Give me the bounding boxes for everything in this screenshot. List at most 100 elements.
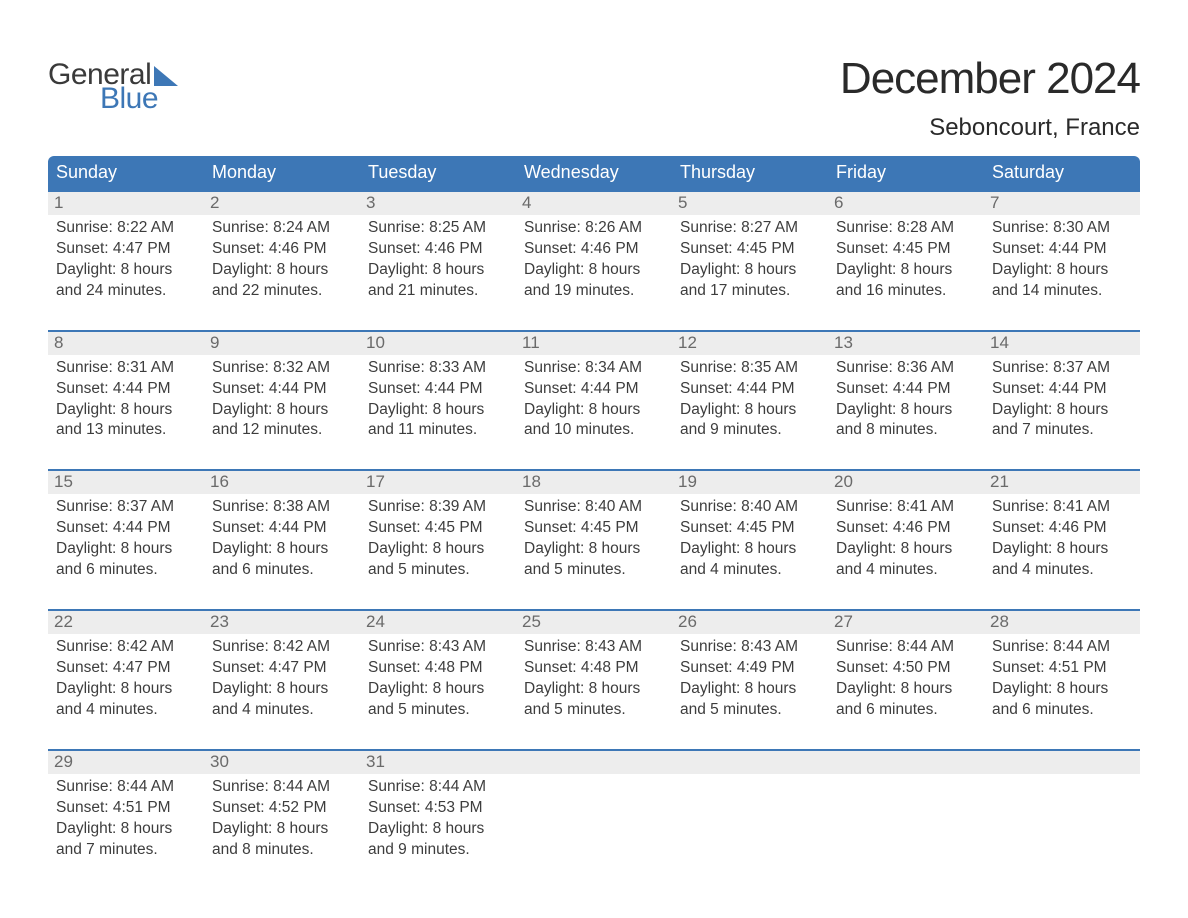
calendar-week: 22232425262728Sunrise: 8:42 AMSunset: 4:… (48, 609, 1140, 731)
day-details: Sunrise: 8:43 AMSunset: 4:48 PMDaylight:… (366, 634, 510, 731)
day-details: Sunrise: 8:31 AMSunset: 4:44 PMDaylight:… (54, 355, 198, 452)
calendar-day-cell: Sunrise: 8:28 AMSunset: 4:45 PMDaylight:… (828, 215, 984, 312)
daylight-line: Daylight: 8 hours and 6 minutes. (56, 539, 196, 581)
sunset-line: Sunset: 4:44 PM (212, 379, 352, 400)
sunset-line: Sunset: 4:45 PM (836, 239, 976, 260)
daylight-line: Daylight: 8 hours and 4 minutes. (56, 679, 196, 721)
calendar-day-cell: Sunrise: 8:32 AMSunset: 4:44 PMDaylight:… (204, 355, 360, 452)
daylight-line: Daylight: 8 hours and 22 minutes. (212, 260, 352, 302)
calendar-week: 15161718192021Sunrise: 8:37 AMSunset: 4:… (48, 469, 1140, 591)
daylight-line: Daylight: 8 hours and 13 minutes. (56, 400, 196, 442)
daylight-line: Daylight: 8 hours and 5 minutes. (680, 679, 820, 721)
sunrise-line: Sunrise: 8:43 AM (680, 637, 820, 658)
calendar-day-cell (828, 774, 984, 871)
day-details: Sunrise: 8:34 AMSunset: 4:44 PMDaylight:… (522, 355, 666, 452)
sunrise-line: Sunrise: 8:38 AM (212, 497, 352, 518)
weekday-header: Sunday (48, 156, 204, 190)
calendar-day-cell: Sunrise: 8:30 AMSunset: 4:44 PMDaylight:… (984, 215, 1140, 312)
calendar-week: 1234567Sunrise: 8:22 AMSunset: 4:47 PMDa… (48, 190, 1140, 312)
sunrise-line: Sunrise: 8:22 AM (56, 218, 196, 239)
sunrise-line: Sunrise: 8:34 AM (524, 358, 664, 379)
daylight-line: Daylight: 8 hours and 14 minutes. (992, 260, 1132, 302)
day-details: Sunrise: 8:39 AMSunset: 4:45 PMDaylight:… (366, 494, 510, 591)
daylight-line: Daylight: 8 hours and 4 minutes. (212, 679, 352, 721)
day-details: Sunrise: 8:41 AMSunset: 4:46 PMDaylight:… (834, 494, 978, 591)
sunset-line: Sunset: 4:45 PM (368, 518, 508, 539)
sunrise-line: Sunrise: 8:44 AM (836, 637, 976, 658)
sunrise-line: Sunrise: 8:33 AM (368, 358, 508, 379)
day-number: 3 (360, 192, 516, 215)
day-number-bar: 293031 (48, 749, 1140, 774)
sunrise-line: Sunrise: 8:35 AM (680, 358, 820, 379)
calendar-day-cell: Sunrise: 8:31 AMSunset: 4:44 PMDaylight:… (48, 355, 204, 452)
calendar-day-cell: Sunrise: 8:43 AMSunset: 4:48 PMDaylight:… (360, 634, 516, 731)
calendar-day-cell: Sunrise: 8:37 AMSunset: 4:44 PMDaylight:… (48, 494, 204, 591)
sunrise-line: Sunrise: 8:37 AM (992, 358, 1132, 379)
day-details: Sunrise: 8:41 AMSunset: 4:46 PMDaylight:… (990, 494, 1134, 591)
weekday-header: Saturday (984, 156, 1140, 190)
calendar-table: SundayMondayTuesdayWednesdayThursdayFrid… (48, 156, 1140, 870)
day-number: 16 (204, 471, 360, 494)
day-number: 13 (828, 332, 984, 355)
daylight-line: Daylight: 8 hours and 9 minutes. (368, 819, 508, 861)
day-number: 5 (672, 192, 828, 215)
calendar-day-cell: Sunrise: 8:42 AMSunset: 4:47 PMDaylight:… (204, 634, 360, 731)
calendar-day-cell: Sunrise: 8:26 AMSunset: 4:46 PMDaylight:… (516, 215, 672, 312)
daylight-line: Daylight: 8 hours and 6 minutes. (992, 679, 1132, 721)
daylight-line: Daylight: 8 hours and 6 minutes. (212, 539, 352, 581)
sunrise-line: Sunrise: 8:44 AM (992, 637, 1132, 658)
day-number: 9 (204, 332, 360, 355)
daylight-line: Daylight: 8 hours and 10 minutes. (524, 400, 664, 442)
sunset-line: Sunset: 4:44 PM (836, 379, 976, 400)
sunset-line: Sunset: 4:44 PM (992, 239, 1132, 260)
day-number: 6 (828, 192, 984, 215)
calendar-day-cell: Sunrise: 8:43 AMSunset: 4:48 PMDaylight:… (516, 634, 672, 731)
day-number: 8 (48, 332, 204, 355)
daylight-line: Daylight: 8 hours and 19 minutes. (524, 260, 664, 302)
sunrise-line: Sunrise: 8:27 AM (680, 218, 820, 239)
daylight-line: Daylight: 8 hours and 16 minutes. (836, 260, 976, 302)
sunset-line: Sunset: 4:51 PM (56, 798, 196, 819)
day-details: Sunrise: 8:40 AMSunset: 4:45 PMDaylight:… (678, 494, 822, 591)
sunrise-line: Sunrise: 8:44 AM (368, 777, 508, 798)
calendar-day-cell: Sunrise: 8:39 AMSunset: 4:45 PMDaylight:… (360, 494, 516, 591)
week-body-row: Sunrise: 8:22 AMSunset: 4:47 PMDaylight:… (48, 215, 1140, 312)
daylight-line: Daylight: 8 hours and 4 minutes. (680, 539, 820, 581)
calendar-day-cell: Sunrise: 8:42 AMSunset: 4:47 PMDaylight:… (48, 634, 204, 731)
sunset-line: Sunset: 4:53 PM (368, 798, 508, 819)
weekday-header: Tuesday (360, 156, 516, 190)
calendar-day-cell: Sunrise: 8:25 AMSunset: 4:46 PMDaylight:… (360, 215, 516, 312)
sunset-line: Sunset: 4:45 PM (680, 518, 820, 539)
day-details: Sunrise: 8:33 AMSunset: 4:44 PMDaylight:… (366, 355, 510, 452)
daylight-line: Daylight: 8 hours and 8 minutes. (836, 400, 976, 442)
sunset-line: Sunset: 4:46 PM (524, 239, 664, 260)
day-number: 18 (516, 471, 672, 494)
page-title: December 2024 (840, 54, 1140, 104)
calendar-day-cell (984, 774, 1140, 871)
day-details: Sunrise: 8:35 AMSunset: 4:44 PMDaylight:… (678, 355, 822, 452)
day-number (516, 751, 672, 774)
sunrise-line: Sunrise: 8:28 AM (836, 218, 976, 239)
week-body-row: Sunrise: 8:44 AM Sunset: 4:51 PM Daylight:… (48, 774, 1140, 871)
sunrise-line: Sunrise: 8:25 AM (368, 218, 508, 239)
calendar-day-cell: Sunrise: 8:41 AMSunset: 4:46 PMDaylight:… (984, 494, 1140, 591)
day-number: 21 (984, 471, 1140, 494)
logo-word-blue: Blue (100, 84, 178, 114)
day-details: Sunrise: 8:38 AMSunset: 4:44 PMDaylight:… (210, 494, 354, 591)
sunrise-line: Sunrise: 8:40 AM (680, 497, 820, 518)
calendar-day-cell: Sunrise: 8:44 AMSunset: 4:50 PMDaylight:… (828, 634, 984, 731)
sunrise-line: Sunrise: 8:42 AM (56, 637, 196, 658)
sunset-line: Sunset: 4:44 PM (56, 379, 196, 400)
sunrise-line: Sunrise: 8:32 AM (212, 358, 352, 379)
day-details: Sunrise: 8:42 AMSunset: 4:47 PMDaylight:… (210, 634, 354, 731)
day-details: Sunrise: 8:22 AMSunset: 4:47 PMDaylight:… (54, 215, 198, 312)
day-details: Sunrise: 8:43 AMSunset: 4:48 PMDaylight:… (522, 634, 666, 731)
calendar-day-cell: Sunrise: 8:35 AMSunset: 4:44 PMDaylight:… (672, 355, 828, 452)
calendar-day-cell: Sunrise: 8:44 AMSunset: 4:52 PMDaylight:… (204, 774, 360, 871)
day-details: Sunrise: 8:27 AMSunset: 4:45 PMDaylight:… (678, 215, 822, 312)
weekday-header: Friday (828, 156, 984, 190)
sunrise-line: Sunrise: 8:26 AM (524, 218, 664, 239)
calendar-week: 293031 Sunrise: 8:44 AM Sunset: 4:51 PM Da… (48, 749, 1140, 871)
day-number: 19 (672, 471, 828, 494)
sunset-line: Sunset: 4:44 PM (680, 379, 820, 400)
